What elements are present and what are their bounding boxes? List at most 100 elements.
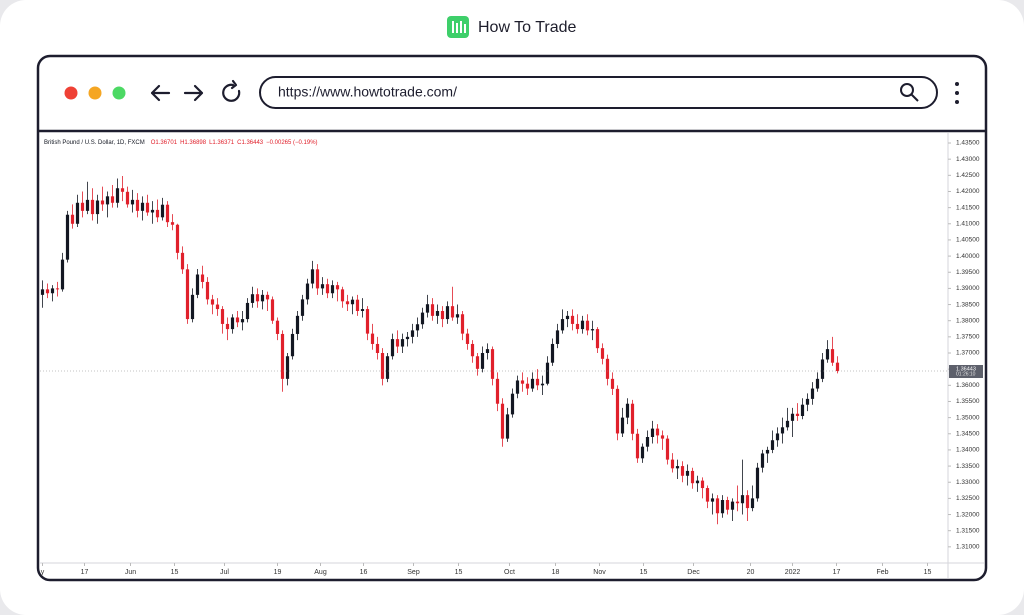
y-tick-label: 1.32500 (956, 495, 980, 502)
candle-body (830, 349, 835, 363)
candle-body (545, 362, 550, 384)
change: −0.00265 (−0.19%) (266, 140, 317, 146)
candle-body (185, 269, 190, 320)
candle-body (430, 304, 435, 316)
candle-body (495, 378, 500, 404)
candle-body (405, 336, 410, 340)
candle-body (395, 339, 400, 347)
candle-body (690, 470, 695, 484)
menu-button[interactable] (955, 82, 959, 104)
candle-body (225, 323, 230, 330)
candle-body (210, 299, 215, 305)
window-maximize[interactable] (112, 86, 126, 100)
countdown: 01:26:10 (956, 372, 976, 378)
search-icon[interactable] (900, 83, 919, 102)
y-tick-label: 1.31500 (956, 527, 980, 534)
candle-body (645, 437, 650, 447)
x-tick-label: 15 (924, 569, 932, 576)
candle-body (530, 378, 535, 389)
candle-body (720, 500, 725, 514)
candle-body (95, 200, 100, 215)
last-price-label: 1.36443 (956, 366, 976, 372)
candle-body (150, 209, 155, 213)
candle-body (40, 289, 45, 295)
back-button[interactable] (150, 84, 171, 102)
candle-body (500, 403, 505, 439)
y-tick-label: 1.38500 (956, 301, 980, 308)
x-tick-label: Jul (220, 569, 229, 576)
candle-body (525, 383, 530, 389)
candle-body (745, 495, 750, 509)
candle-body (470, 343, 475, 357)
x-tick-label: Feb (876, 569, 888, 576)
window-close[interactable] (64, 86, 78, 100)
x-tick-label: 15 (640, 569, 648, 576)
candle-body (270, 299, 275, 321)
candle-body (475, 356, 480, 369)
y-tick-label: 1.40000 (956, 253, 980, 260)
y-tick-label: 1.31000 (956, 544, 980, 551)
candle-body (810, 388, 815, 399)
reload-button[interactable] (222, 79, 241, 102)
candle-body (360, 309, 365, 312)
candle-body (70, 214, 75, 224)
x-tick-label: Nov (593, 569, 606, 576)
candle-body (680, 466, 685, 476)
candle-body (135, 199, 140, 211)
candle-body (230, 317, 235, 330)
forward-button[interactable] (183, 84, 204, 102)
candle-body (165, 204, 170, 223)
y-tick-label: 1.39000 (956, 285, 980, 292)
candle-body (195, 274, 200, 295)
candle-body (540, 383, 545, 386)
candle-body (815, 378, 820, 389)
candle-body (780, 427, 785, 434)
candle-body (455, 314, 460, 318)
ohlc-value: H1.36898 (180, 140, 207, 146)
candle-body (725, 500, 730, 510)
candle-body (800, 404, 805, 417)
candle-body (450, 306, 455, 318)
candle-body (480, 353, 485, 369)
url-bar[interactable] (259, 76, 938, 109)
candle-body (785, 420, 790, 428)
candle-body (45, 289, 50, 294)
candle-body (85, 199, 90, 211)
candle-body (460, 314, 465, 334)
ohlc-value: L1.36371 (209, 140, 235, 146)
candle-body (280, 333, 285, 379)
url-text[interactable]: https://www.howtotrade.com/ (278, 84, 457, 100)
y-tick-label: 1.34500 (956, 430, 980, 437)
candle-body (580, 320, 585, 330)
candle-body (160, 204, 165, 218)
y-tick-label: 1.37500 (956, 334, 980, 341)
candle-body (560, 319, 565, 331)
candle-body (255, 294, 260, 302)
candle-body (600, 348, 605, 359)
y-tick-label: 1.34000 (956, 447, 980, 454)
candle-body (335, 285, 340, 290)
candle-body (325, 284, 330, 294)
candle-body (755, 467, 760, 499)
candle-body (105, 196, 110, 205)
x-tick-label: Aug (314, 569, 327, 576)
x-tick-label: Dec (687, 569, 700, 576)
candle-body (190, 294, 195, 320)
candle-body (385, 356, 390, 379)
candle-body (375, 343, 380, 354)
y-tick-label: 1.36000 (956, 382, 980, 389)
x-tick-label: 18 (552, 569, 560, 576)
candle-body (435, 311, 440, 316)
y-tick-label: 1.41500 (956, 204, 980, 211)
x-tick-label: 16 (360, 569, 368, 576)
candle-body (485, 349, 490, 354)
y-tick-label: 1.41000 (956, 221, 980, 228)
logo: How To Trade (447, 16, 577, 38)
candle-body (825, 349, 830, 360)
candle-body (520, 380, 525, 384)
candle-body (235, 317, 240, 323)
window-minimize[interactable] (88, 86, 102, 100)
y-tick-label: 1.38000 (956, 317, 980, 324)
candle-body (575, 323, 580, 330)
y-tick-label: 1.42500 (956, 172, 980, 179)
